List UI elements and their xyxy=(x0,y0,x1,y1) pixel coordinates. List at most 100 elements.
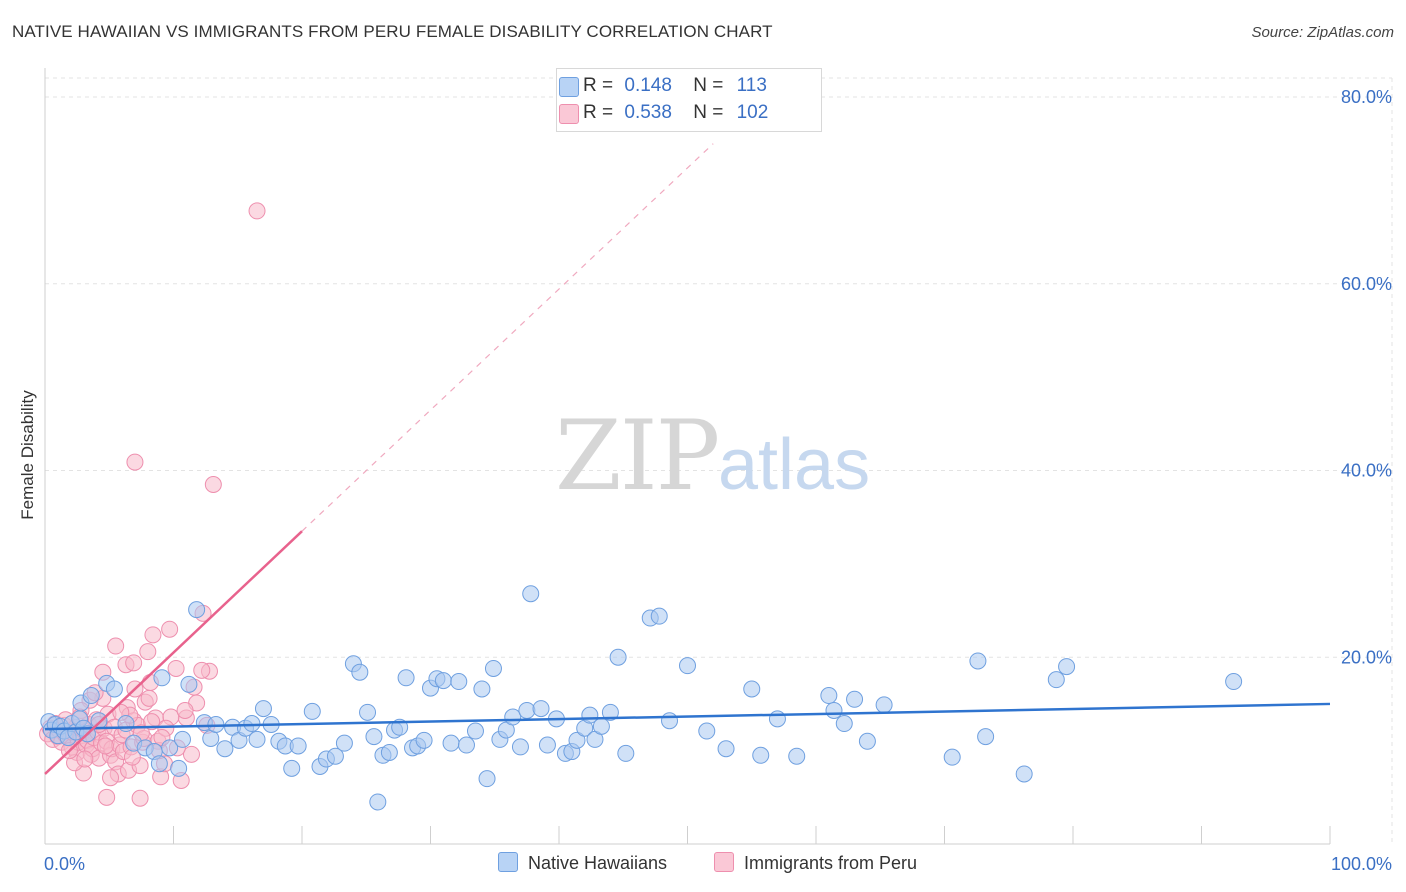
data-point-hawaiian xyxy=(434,672,452,690)
data-point-hawaiian xyxy=(1047,671,1065,689)
data-point-hawaiian xyxy=(117,715,135,733)
legend-swatch-blue xyxy=(498,852,518,872)
data-point-hawaiian xyxy=(522,585,540,603)
data-point-hawaiian xyxy=(511,738,529,756)
legend-swatch-pink xyxy=(714,852,734,872)
y-tick-label: 80.0% xyxy=(1341,87,1392,107)
legend-swatch-pink xyxy=(559,104,579,124)
data-point-hawaiian xyxy=(303,702,321,720)
data-point-hawaiian xyxy=(650,607,668,625)
data-point-hawaiian xyxy=(450,673,468,691)
legend-r-label: R = xyxy=(583,102,614,123)
trend-line-peru xyxy=(44,530,303,775)
data-point-peru xyxy=(98,788,116,806)
data-point-hawaiian xyxy=(365,728,383,746)
data-point-hawaiian xyxy=(170,759,188,777)
data-point-hawaiian xyxy=(1058,658,1076,676)
data-point-peru xyxy=(107,637,125,655)
data-point-hawaiian xyxy=(254,700,272,718)
data-point-hawaiian xyxy=(846,690,864,708)
legend-item-peru[interactable]: Immigrants from Peru xyxy=(714,852,917,876)
data-point-hawaiian xyxy=(188,601,206,619)
data-point-peru xyxy=(193,661,211,679)
data-point-hawaiian xyxy=(538,736,556,754)
data-point-hawaiian xyxy=(504,708,522,726)
data-point-hawaiian xyxy=(969,652,987,670)
data-point-hawaiian xyxy=(1225,673,1243,691)
data-point-peru xyxy=(139,643,157,661)
legend-n-label: N = xyxy=(693,102,724,123)
data-point-hawaiian xyxy=(768,710,786,728)
data-point-hawaiian xyxy=(466,722,484,740)
data-point-hawaiian xyxy=(335,734,353,752)
data-point-hawaiian xyxy=(518,701,536,719)
data-point-hawaiian xyxy=(609,648,627,666)
data-point-hawaiian xyxy=(369,793,387,811)
legend-r-value: 0.538 xyxy=(624,102,672,123)
legend-r-label: R = xyxy=(583,75,614,96)
x-tick-label: 100.0% xyxy=(1331,854,1392,874)
data-point-hawaiian xyxy=(105,680,123,698)
legend-item-hawaiians[interactable]: Native Hawaiians xyxy=(498,852,667,876)
data-point-hawaiian xyxy=(592,717,610,735)
correlation-legend: R = 0.148 N = 113 R = 0.538 N = 102 xyxy=(556,68,822,132)
watermark-zip: ZIP xyxy=(555,400,718,512)
data-point-hawaiian xyxy=(161,739,179,757)
data-point-hawaiian xyxy=(180,675,198,693)
data-point-peru xyxy=(204,476,222,494)
data-point-hawaiian xyxy=(1015,765,1033,783)
data-point-hawaiian xyxy=(679,657,696,675)
legend-row-peru: R = 0.538 N = 102 xyxy=(559,102,769,126)
legend-label: Immigrants from Peru xyxy=(744,853,918,873)
data-point-hawaiian xyxy=(601,703,619,721)
data-point-hawaiian xyxy=(283,759,301,777)
data-point-peru xyxy=(96,737,114,755)
data-point-hawaiian xyxy=(359,703,377,721)
data-point-hawaiian xyxy=(478,770,496,788)
data-point-peru xyxy=(167,659,185,677)
data-point-hawaiian xyxy=(82,687,100,705)
legend-label: Native Hawaiians xyxy=(528,853,668,873)
legend-n-value: 102 xyxy=(736,102,769,123)
data-point-peru xyxy=(102,769,120,787)
legend-r-value: 0.148 xyxy=(624,75,672,96)
data-point-hawaiian xyxy=(835,715,853,733)
data-point-peru xyxy=(140,689,158,707)
y-tick-label: 60.0% xyxy=(1341,274,1392,294)
data-point-peru xyxy=(143,713,161,731)
data-point-hawaiian xyxy=(943,748,961,766)
data-point-peru xyxy=(144,626,162,644)
data-point-hawaiian xyxy=(351,663,369,681)
trend-line-peru-extension xyxy=(301,143,714,532)
data-point-peru xyxy=(248,202,266,220)
data-point-hawaiian xyxy=(289,737,307,755)
legend-n-value: 113 xyxy=(736,75,767,96)
data-point-hawaiian xyxy=(415,731,433,749)
data-point-hawaiian xyxy=(326,747,344,765)
data-point-peru xyxy=(176,701,194,719)
data-point-hawaiian xyxy=(457,736,475,754)
watermark-atlas: atlas xyxy=(718,425,870,505)
chart-title: NATIVE HAWAIIAN VS IMMIGRANTS FROM PERU … xyxy=(12,22,773,41)
legend-swatch-blue xyxy=(559,77,579,97)
data-point-peru xyxy=(125,654,143,672)
trend-line-hawaiians xyxy=(44,702,1331,731)
data-point-hawaiian xyxy=(743,680,761,698)
data-point-hawaiian xyxy=(473,680,491,698)
data-point-hawaiian xyxy=(380,743,398,761)
data-point-hawaiian xyxy=(90,712,108,730)
legend-n-label: N = xyxy=(693,75,724,96)
data-point-hawaiian xyxy=(875,696,893,714)
data-point-hawaiian xyxy=(532,700,550,718)
data-point-hawaiian xyxy=(788,747,806,765)
tick-labels: 20.0% 40.0% 60.0% 80.0% 0.0% 100.0% xyxy=(44,87,1392,874)
data-point-hawaiian xyxy=(661,712,679,730)
y-tick-label: 40.0% xyxy=(1341,461,1392,481)
trend-lines xyxy=(44,143,1331,775)
data-point-hawaiian xyxy=(216,740,234,758)
data-point-hawaiian xyxy=(153,669,171,687)
data-point-peru xyxy=(161,620,179,638)
data-point-hawaiian xyxy=(442,734,460,752)
data-point-hawaiian xyxy=(484,659,502,677)
